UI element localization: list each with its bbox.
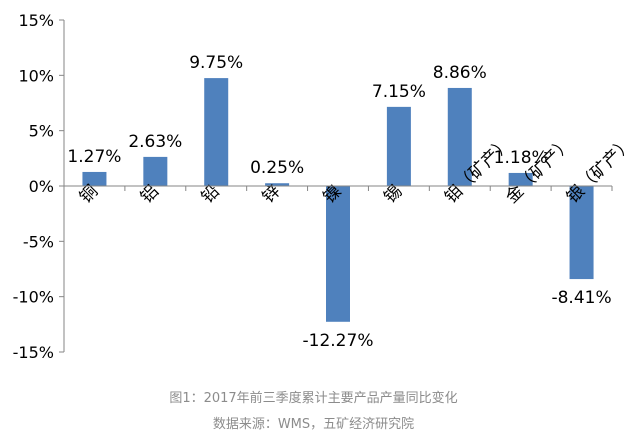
bar-value-label: -8.41%	[551, 288, 611, 308]
bar	[569, 186, 594, 280]
y-tick-label: -10%	[13, 288, 54, 307]
bar-value-label: -12.27%	[303, 331, 374, 351]
chart-caption-title: 图1：2017年前三季度累计主要产品产量同比变化	[169, 391, 458, 406]
bar	[143, 156, 168, 186]
bar-chart: 15%10%5%0%-5%-10%-15%1.27%铜2.63%铝9.75%铅0…	[13, 11, 627, 362]
y-tick-label: -15%	[13, 343, 54, 362]
bar-value-label: 0.25%	[250, 158, 304, 178]
bar-value-label: 1.18%	[494, 148, 548, 168]
bar-value-label: 9.75%	[189, 53, 243, 73]
bar-value-label: 7.15%	[372, 82, 426, 102]
y-tick-label: -5%	[23, 232, 54, 251]
bar	[265, 183, 290, 186]
bar	[82, 171, 107, 186]
chart-caption-source: 数据来源：WMS，五矿经济研究院	[212, 417, 415, 432]
y-tick-label: 10%	[18, 66, 54, 85]
y-tick-label: 5%	[29, 122, 54, 141]
bar	[508, 172, 533, 186]
bar	[204, 78, 229, 186]
bar-value-label: 2.63%	[128, 132, 182, 152]
y-tick-label: 0%	[29, 177, 54, 196]
bar	[447, 87, 472, 186]
bar-value-label: 1.27%	[67, 147, 121, 167]
y-tick-label: 15%	[18, 11, 54, 30]
bar-value-label: 8.86%	[433, 63, 487, 83]
bar	[326, 186, 350, 322]
bar	[386, 106, 411, 186]
